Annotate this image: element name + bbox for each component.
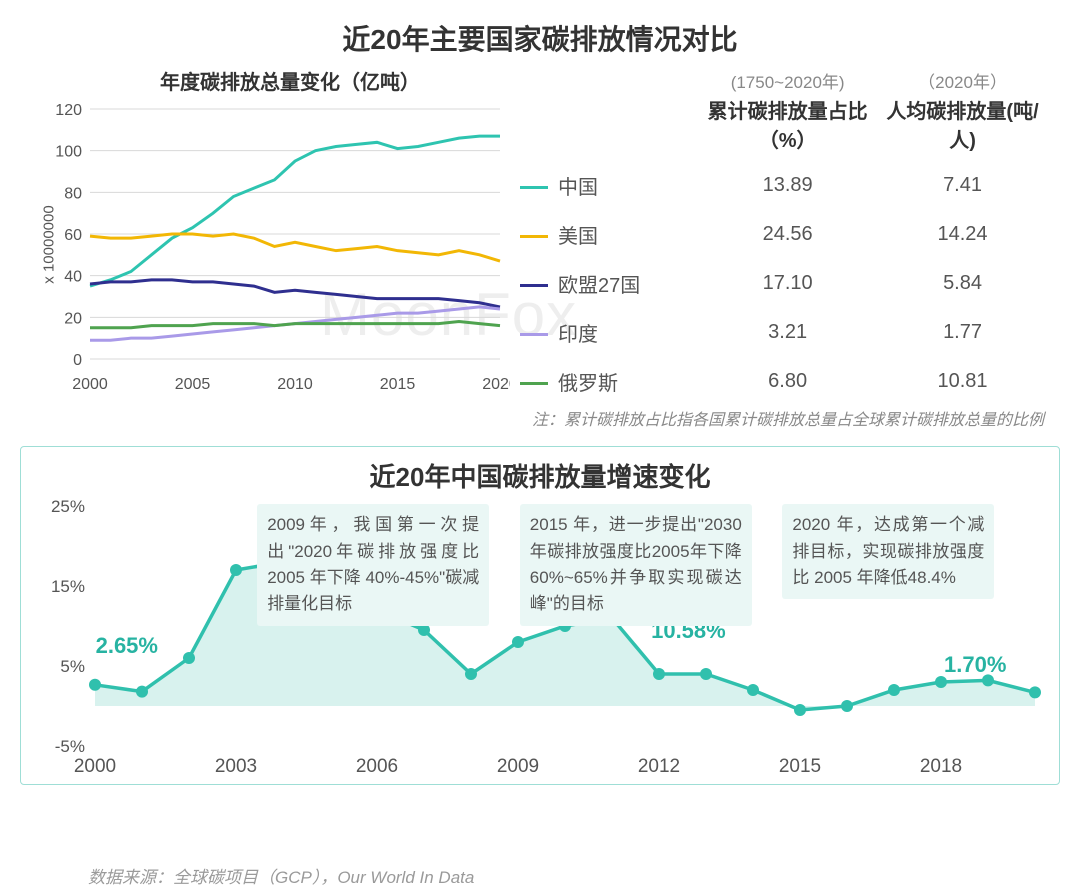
source-line: 数据来源：全球碳项目（GCP），Our World In Data (88, 863, 474, 888)
percapita-cell: 5.84 (875, 259, 1050, 308)
svg-text:25%: 25% (51, 500, 85, 516)
chart2-panel: 近20年中国碳排放量增速变化 -5% 5% 15% 25% 2000 2003 2006 20… (20, 446, 1060, 785)
svg-text:2006: 2006 (356, 756, 398, 777)
svg-text:-5%: -5% (55, 737, 85, 756)
col-cumulative-header: (1750~2020年) 累计碳排放量占比（%） (700, 66, 875, 161)
percapita-cell: 10.81 (875, 357, 1050, 406)
col-percap-header: （2020年） 人均碳排放量(吨/人) (875, 66, 1050, 161)
percapita-cell: 7.41 (875, 161, 1050, 210)
table-row: 美国 24.56 14.24 (520, 210, 1050, 259)
table-row: 印度 3.21 1.77 (520, 308, 1050, 357)
chart2-callout: 2020 年，达成第一个减排目标，实现碳排放强度比 2005 年降低48.4% (782, 504, 994, 599)
svg-text:2005: 2005 (175, 376, 211, 393)
chart2-title: 近20年中国碳排放量增速变化 (35, 457, 1045, 494)
chart1-y-unit: x 10000000 (41, 205, 58, 283)
table-row: 俄罗斯 6.80 10.81 (520, 357, 1050, 406)
chart1-title: 年度碳排放总量变化（亿吨） (30, 66, 510, 95)
svg-text:2010: 2010 (277, 376, 313, 393)
chart2-annotation: 2.65% (96, 633, 158, 659)
country-cell: 美国 (520, 210, 700, 259)
country-name: 印度 (558, 324, 598, 346)
svg-text:2000: 2000 (74, 756, 116, 777)
svg-text:2003: 2003 (215, 756, 257, 777)
svg-text:40: 40 (64, 269, 82, 286)
table-row: 中国 13.89 7.41 (520, 161, 1050, 210)
chart1-svg: 0 20 40 60 80 100 120 2000 2005 2010 2015 2020 (30, 99, 510, 399)
legend-swatch (520, 186, 548, 189)
chart1-container: 年度碳排放总量变化（亿吨） x 10000000 0 20 40 60 80 100 120… (30, 66, 510, 399)
country-name: 俄罗斯 (558, 373, 618, 395)
chart2-container: -5%5%15%25%2000200320062009201220152018 … (35, 500, 1045, 780)
country-cell: 印度 (520, 308, 700, 357)
chart2-callout: 2015 年，进一步提出"2030 年碳排放强度比2005年下降60%~65%并… (520, 504, 752, 625)
country-table: (1750~2020年) 累计碳排放量占比（%） （2020年） 人均碳排放量(… (510, 66, 1050, 432)
cumulative-cell: 17.10 (700, 259, 875, 308)
country-cell: 俄罗斯 (520, 357, 700, 406)
svg-text:20: 20 (64, 310, 82, 327)
legend-swatch (520, 382, 548, 385)
cumulative-cell: 24.56 (700, 210, 875, 259)
svg-text:5%: 5% (60, 657, 85, 676)
legend-swatch (520, 333, 548, 336)
svg-text:100: 100 (55, 144, 82, 161)
svg-text:60: 60 (64, 227, 82, 244)
cumulative-cell: 13.89 (700, 161, 875, 210)
table-footnote: 注：累计碳排放占比指各国累计碳排放总量占全球累计碳排放总量的比例 (520, 406, 1050, 432)
svg-text:2020: 2020 (482, 376, 510, 393)
country-name: 中国 (558, 177, 598, 199)
percapita-cell: 14.24 (875, 210, 1050, 259)
svg-text:2000: 2000 (72, 376, 108, 393)
svg-text:0: 0 (73, 352, 82, 369)
svg-text:80: 80 (64, 185, 82, 202)
svg-text:120: 120 (55, 102, 82, 119)
svg-text:15%: 15% (51, 577, 85, 596)
svg-text:2018: 2018 (920, 756, 962, 777)
svg-text:2012: 2012 (638, 756, 680, 777)
country-cell: 欧盟27国 (520, 259, 700, 308)
country-cell: 中国 (520, 161, 700, 210)
legend-swatch (520, 284, 548, 287)
svg-text:2015: 2015 (380, 376, 416, 393)
svg-text:2009: 2009 (497, 756, 539, 777)
country-name: 美国 (558, 226, 598, 248)
top-section: 年度碳排放总量变化（亿吨） x 10000000 0 20 40 60 80 100 120… (0, 58, 1080, 432)
cumulative-cell: 6.80 (700, 357, 875, 406)
chart2-callout: 2009年，我国第一次提出"2020年碳排放强度比 2005 年下降 40%-4… (257, 504, 489, 625)
country-name: 欧盟27国 (558, 275, 640, 297)
main-title: 近20年主要国家碳排放情况对比 (0, 0, 1080, 58)
legend-swatch (520, 235, 548, 238)
chart2-annotation: 1.70% (944, 652, 1006, 678)
cumulative-cell: 3.21 (700, 308, 875, 357)
percapita-cell: 1.77 (875, 308, 1050, 357)
table-row: 欧盟27国 17.10 5.84 (520, 259, 1050, 308)
svg-text:2015: 2015 (779, 756, 821, 777)
